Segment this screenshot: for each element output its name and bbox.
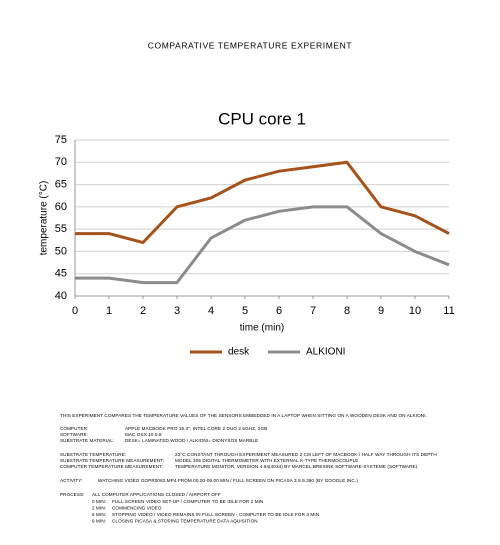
process-value: ALL COMPUTER APPLICATIONS CLOSED / AIRPO… — [92, 492, 221, 497]
x-tick-label: 7 — [310, 305, 316, 317]
y-tick-label: 45 — [55, 268, 67, 280]
spec-label: SUBSTRATE TEMPERATURE: — [60, 452, 126, 457]
y-tick-label: 65 — [55, 178, 67, 190]
spec-value: DESK= LAMINATED WOOD / ALKIONI= DIONYSOS… — [125, 438, 258, 443]
x-axis-label: time (min) — [240, 323, 284, 334]
y-tick-label: 70 — [55, 156, 67, 168]
x-tick-label: 8 — [344, 305, 350, 317]
y-tick-label: 55 — [55, 223, 67, 235]
intro-text: THIS EXPERIMENT COMPARES THE TEMPERATURE… — [60, 413, 427, 418]
x-tick-label: 2 — [140, 305, 146, 317]
step-text: STOPPING VIDEO / VIDEO REMAINS IN FULL S… — [112, 512, 319, 517]
y-tick-label: 60 — [55, 201, 67, 213]
spec-value: APPLE MACBOOK PRO 15.4", INTEL CORE 2 DU… — [125, 426, 267, 431]
series-line — [75, 160, 450, 245]
page-title: COMPARATIVE TEMPERATURE EXPERIMENT — [148, 40, 352, 50]
activity-label: ACTIVITY: — [60, 478, 83, 483]
step-time: 0 MIN: — [92, 499, 106, 504]
x-tick-label: 0 — [72, 305, 78, 317]
x-tick-label: 3 — [174, 305, 180, 317]
step-time: 9 MIN: — [92, 519, 106, 524]
spec-value: 23°C CONSTANT THROUGH EXPERIMENT MEASURE… — [175, 452, 437, 457]
activity-value: WATCHING VIDEO GOPR0082.MP4 FROM 00.00-0… — [98, 478, 358, 483]
legend-label: ALKIONI — [306, 347, 345, 358]
step-text: CLOSING PICASA & STOPING TEMPERATURE DAT… — [112, 519, 258, 524]
spec-label: COMPUTER TEMPERATURE MEASUREMENT: — [60, 464, 163, 469]
spec-value: TEMPERATURE MONITOR, VERSION 4.94(4034) … — [175, 464, 418, 469]
step-text: FULL SCREEN VIDEO SET-UP / COMPUTER TO B… — [112, 499, 263, 504]
x-tick-label: 5 — [242, 305, 248, 317]
spec-label: SOFTWARE: — [60, 432, 88, 437]
x-tick-label: 9 — [378, 305, 384, 317]
legend-label: desk — [228, 347, 250, 358]
spec-label: COMPUTER: — [60, 426, 88, 431]
spec-value: MAC OSX 10.5.8 — [125, 432, 162, 437]
step-text: COMMENCING VIDEO — [112, 506, 162, 511]
spec-label: SUBSTRATE MATERIAL: — [60, 438, 114, 443]
x-tick-label: 6 — [276, 305, 282, 317]
y-tick-label: 50 — [55, 245, 67, 257]
step-time: 2 MIN: — [92, 506, 106, 511]
spec-label: SUBSTRATE TEMPERATURE MEASUREMENT: — [60, 458, 164, 463]
spec-value: MODEL 305 DIGITAL THERMOMETER WITH EXTER… — [175, 458, 358, 463]
process-label: PROCESS: — [60, 492, 85, 497]
x-tick-label: 10 — [409, 305, 421, 317]
y-axis-label: temperature (°C) — [39, 181, 50, 256]
x-tick-label: 1 — [106, 305, 112, 317]
x-tick-label: 4 — [208, 305, 214, 317]
x-tick-label: 11 — [443, 305, 454, 317]
chart-title: CPU core 1 — [218, 109, 306, 128]
step-time: 6 MIN: — [92, 512, 106, 517]
y-tick-label: 75 — [55, 134, 67, 146]
series-line — [75, 205, 450, 285]
y-tick-label: 40 — [55, 290, 67, 302]
